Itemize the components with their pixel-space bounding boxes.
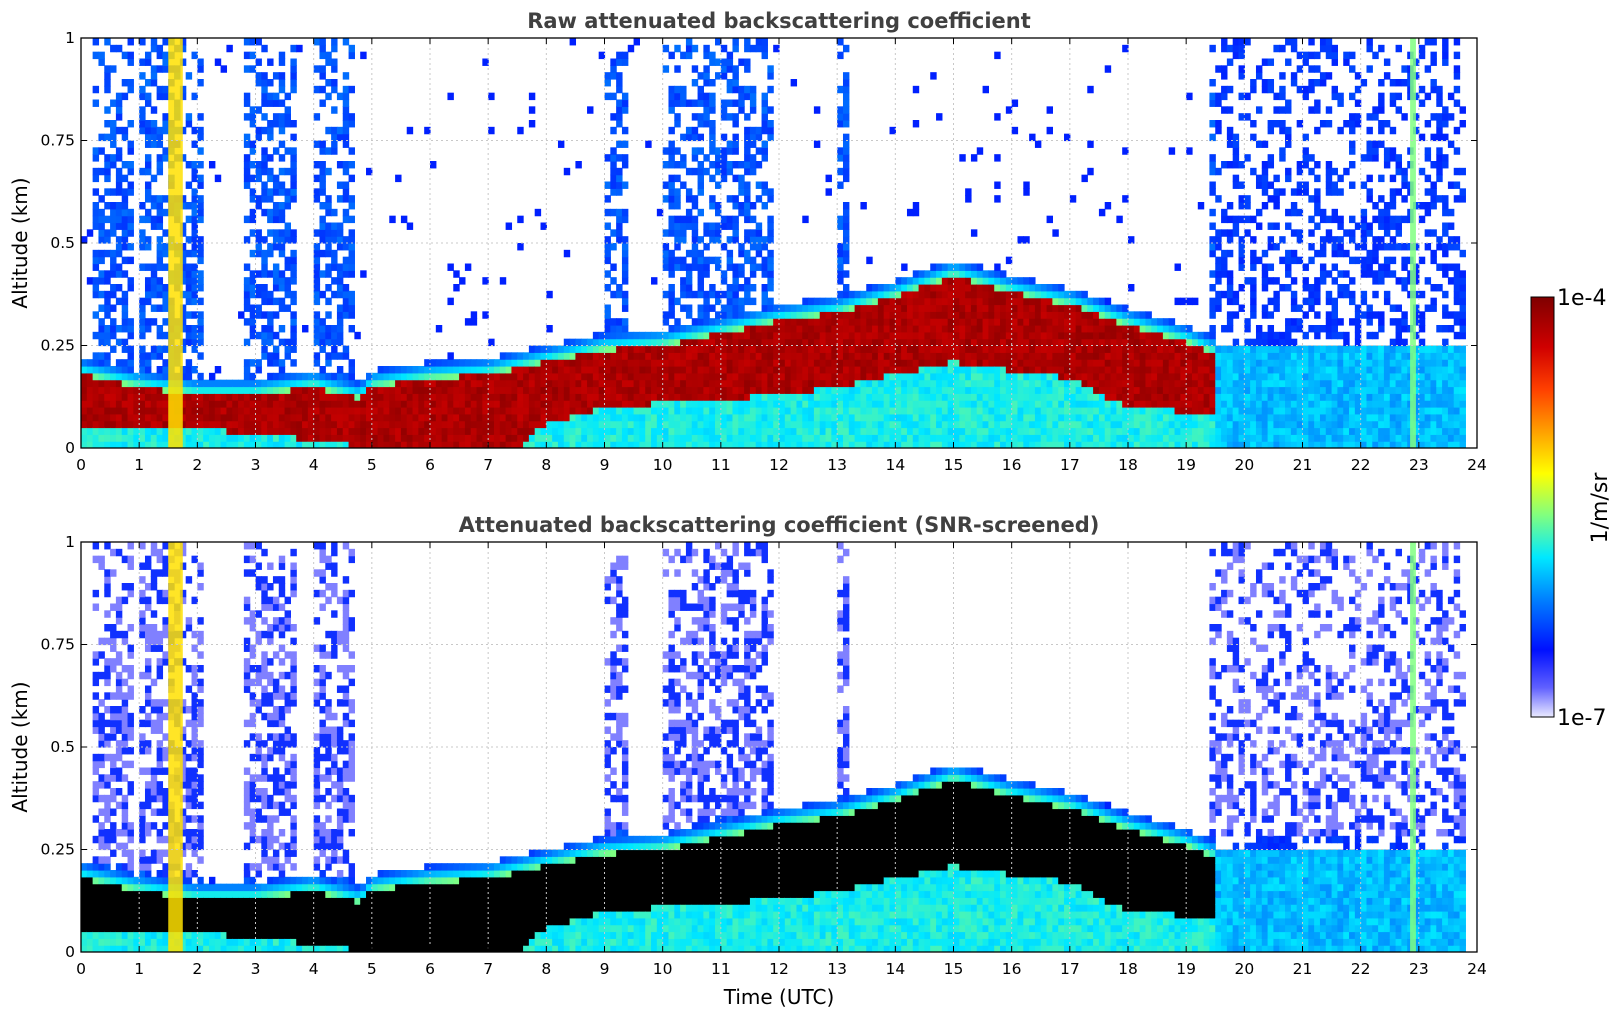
- x-tick-label: 16: [1002, 456, 1022, 474]
- y-tick-label: 0.5: [50, 738, 75, 756]
- heatmap-cells: [81, 38, 1466, 448]
- colorbar: 1e-4 1e-7 1/m/sr: [1530, 286, 1613, 731]
- screened-y-axis-label: Altitude (km): [8, 681, 32, 812]
- y-tick-label: 0.25: [40, 841, 75, 859]
- x-tick-label: 7: [483, 960, 493, 978]
- y-tick-label: 0.75: [40, 132, 75, 150]
- raw-panel-title: Raw attenuated backscattering coefficien…: [527, 9, 1031, 33]
- x-tick-label: 0: [76, 456, 86, 474]
- raw-gridlines: [81, 38, 1477, 448]
- x-tick-label: 1: [134, 960, 144, 978]
- x-tick-label: 13: [827, 456, 847, 474]
- x-tick-label: 3: [251, 456, 261, 474]
- x-tick-label: 6: [425, 456, 435, 474]
- x-tick-label: 23: [1409, 960, 1429, 978]
- x-tick-label: 15: [944, 960, 964, 978]
- y-tick-label: 0: [65, 943, 75, 961]
- x-tick-label: 16: [1002, 960, 1022, 978]
- bright-column-1: [1410, 542, 1416, 952]
- x-tick-label: 5: [367, 960, 377, 978]
- x-tick-label: 22: [1351, 456, 1371, 474]
- screened-panel: Attenuated backscattering coefficient (S…: [8, 513, 1487, 1009]
- x-tick-label: 12: [769, 960, 789, 978]
- x-tick-label: 4: [309, 456, 319, 474]
- x-tick-label: 17: [1060, 456, 1080, 474]
- x-tick-label: 2: [192, 960, 202, 978]
- x-tick-label: 1: [134, 456, 144, 474]
- x-tick-label: 23: [1409, 456, 1429, 474]
- x-tick-label: 17: [1060, 960, 1080, 978]
- x-tick-label: 24: [1467, 456, 1487, 474]
- x-tick-label: 20: [1234, 960, 1254, 978]
- x-tick-label: 18: [1118, 960, 1138, 978]
- colorbar-unit-label: 1/m/sr: [1588, 472, 1613, 544]
- colorbar-max-label: 1e-4: [1557, 286, 1606, 311]
- y-tick-label: 1: [65, 533, 75, 551]
- screened-heatmap: [81, 542, 1466, 952]
- x-tick-label: 11: [711, 456, 731, 474]
- x-tick-label: 9: [600, 456, 610, 474]
- x-tick-label: 15: [944, 456, 964, 474]
- x-tick-label: 8: [541, 960, 551, 978]
- x-tick-label: 14: [885, 960, 905, 978]
- bright-column-0: [168, 542, 183, 952]
- bright-column-1: [1410, 38, 1416, 448]
- heatmap-cells: [81, 542, 1466, 952]
- x-tick-label: 21: [1293, 456, 1313, 474]
- x-tick-label: 13: [827, 960, 847, 978]
- x-tick-label: 2: [192, 456, 202, 474]
- x-tick-label: 9: [600, 960, 610, 978]
- bright-column-0: [168, 38, 183, 448]
- raw-panel: Raw attenuated backscattering coefficien…: [8, 9, 1487, 474]
- x-tick-label: 24: [1467, 960, 1487, 978]
- y-tick-label: 0.75: [40, 636, 75, 654]
- x-axis-label: Time (UTC): [723, 985, 835, 1009]
- x-tick-label: 7: [483, 456, 493, 474]
- x-tick-label: 0: [76, 960, 86, 978]
- x-tick-label: 5: [367, 456, 377, 474]
- y-tick-label: 0: [65, 439, 75, 457]
- x-tick-label: 10: [653, 960, 673, 978]
- colorbar-min-label: 1e-7: [1557, 706, 1606, 731]
- x-tick-label: 19: [1176, 960, 1196, 978]
- x-tick-label: 22: [1351, 960, 1371, 978]
- x-tick-label: 18: [1118, 456, 1138, 474]
- raw-heatmap: [81, 38, 1466, 448]
- x-tick-label: 4: [309, 960, 319, 978]
- raw-axis-ticks: 0 1 2 3 4 5 6 7 8 9 10 11 12 13 14 15 16 17 18 19 20 21 22 23 24…: [40, 29, 1486, 474]
- x-tick-label: 14: [885, 456, 905, 474]
- screened-panel-title: Attenuated backscattering coefficient (S…: [459, 513, 1100, 537]
- x-tick-label: 10: [653, 456, 673, 474]
- x-tick-label: 8: [541, 456, 551, 474]
- x-tick-label: 19: [1176, 456, 1196, 474]
- y-tick-label: 0.25: [40, 337, 75, 355]
- screened-gridlines: [81, 542, 1477, 952]
- x-tick-label: 6: [425, 960, 435, 978]
- y-tick-label: 0.5: [50, 234, 75, 252]
- x-tick-label: 21: [1293, 960, 1313, 978]
- x-tick-label: 20: [1234, 456, 1254, 474]
- colorbar-gradient: [1530, 296, 1555, 718]
- x-tick-label: 3: [251, 960, 261, 978]
- raw-y-axis-label: Altitude (km): [8, 177, 32, 308]
- y-tick-label: 1: [65, 29, 75, 47]
- x-tick-label: 11: [711, 960, 731, 978]
- screened-axis-ticks: 0 1 2 3 4 5 6 7 8 9 10 11 12 13 14 15 16 17 18 19 20 21 22 23 24…: [40, 533, 1486, 978]
- x-tick-label: 12: [769, 456, 789, 474]
